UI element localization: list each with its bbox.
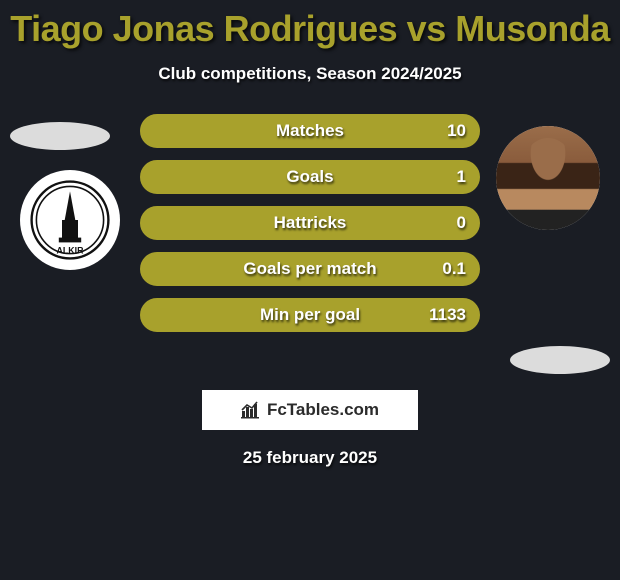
club-logo-icon: ALKIR: [30, 180, 110, 260]
branding-text: FcTables.com: [267, 400, 379, 420]
page-title: Tiago Jonas Rodrigues vs Musonda: [0, 0, 620, 50]
player-photo-icon: [496, 126, 600, 230]
stat-bar-bg: [140, 206, 480, 240]
bar-chart-icon: [241, 401, 261, 419]
stat-bar-bg: [140, 114, 480, 148]
svg-text:ALKIR: ALKIR: [57, 246, 85, 256]
stat-bar-bg: [140, 160, 480, 194]
stat-bar-row: Matches10: [140, 114, 480, 148]
branding-badge: FcTables.com: [202, 390, 418, 430]
right-player-avatar: [496, 126, 600, 230]
stat-bar-row: Goals1: [140, 160, 480, 194]
left-club-avatar: ALKIR: [20, 170, 120, 270]
stat-bar-bg: [140, 298, 480, 332]
right-shadow-ellipse: [510, 346, 610, 374]
stat-bars: Matches10 Goals1 Hattricks0 Goals per match…: [140, 114, 480, 332]
subtitle: Club competitions, Season 2024/2025: [0, 64, 620, 84]
stat-bar-row: Goals per match0.1: [140, 252, 480, 286]
comparison-area: ALKIR Matches10 Goals1 Hattricks0 Goals per…: [0, 114, 620, 374]
date-text: 25 february 2025: [0, 448, 620, 468]
left-shadow-ellipse: [10, 122, 110, 150]
left-player-column: ALKIR: [0, 114, 110, 334]
stat-bar-bg: [140, 252, 480, 286]
stat-bar-row: Hattricks0: [140, 206, 480, 240]
right-player-column: [510, 114, 620, 334]
stat-bar-row: Min per goal1133: [140, 298, 480, 332]
